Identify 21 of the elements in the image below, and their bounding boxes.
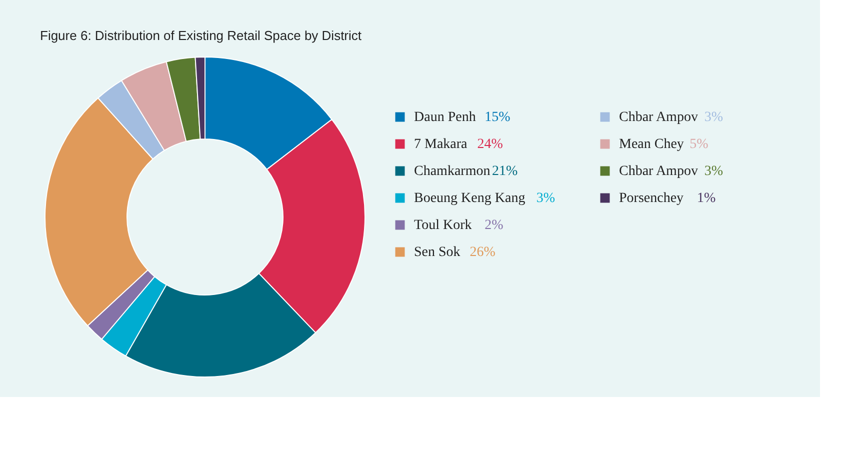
data-label: 24%: [477, 137, 504, 152]
legend-label: Chamkarmon: [414, 164, 490, 179]
legend-label: Boeung Keng Kang: [414, 191, 526, 206]
data-label: 3%: [536, 191, 556, 206]
data-label: 3%: [704, 164, 724, 179]
data-label: 21%: [492, 164, 518, 179]
legend-label: Daun Penh: [414, 110, 476, 125]
data-label: 3%: [704, 110, 724, 125]
data-label: 5%: [690, 137, 709, 152]
legend-label: Toul Kork: [414, 218, 472, 233]
data-label: 26%: [470, 245, 496, 260]
legend-label: 7 Makara: [414, 137, 468, 152]
legend-label: Chbar Ampov: [619, 164, 698, 179]
legend-label: Porsenchey: [619, 191, 684, 206]
legend-label: Chbar Ampov: [619, 110, 698, 125]
legend-label: Mean Chey: [619, 137, 684, 152]
data-label: 15%: [484, 110, 511, 125]
chart-title: Figure 6: Distribution of Existing Retail Space by District: [40, 28, 362, 43]
data-label: 2%: [484, 218, 504, 233]
legend-label: Sen Sok: [414, 245, 460, 260]
data-label: 1%: [697, 191, 716, 206]
